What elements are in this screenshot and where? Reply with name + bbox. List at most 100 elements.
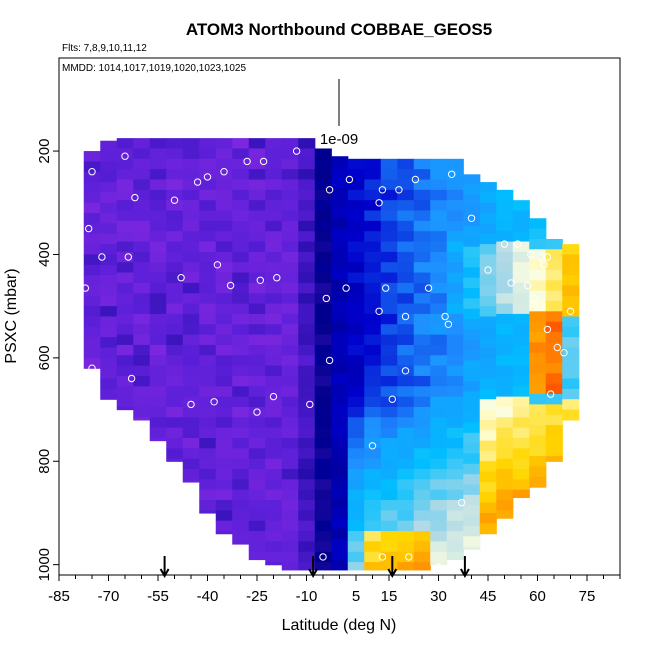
heatmap-cell [413,541,431,553]
heatmap-cell [496,251,514,263]
heatmap-cell [215,469,233,480]
heatmap-cell [83,244,101,256]
heatmap-cell [397,179,415,191]
heatmap-cell [199,396,217,408]
heatmap-cell [281,138,299,150]
heatmap-cell [331,218,349,230]
heatmap-cell [463,319,481,331]
heatmap-cell [446,406,464,418]
heatmap-cell [446,231,464,243]
heatmap-cell [314,169,332,181]
heatmap-cell [562,254,580,266]
heatmap-cell [380,293,398,305]
heatmap-cell [529,332,547,343]
heatmap-cell [331,207,349,219]
heatmap-cell [463,443,481,455]
heatmap-cell [298,334,316,346]
heatmap-cell [463,484,481,496]
heatmap-cell [281,551,299,563]
heatmap-cell [133,220,151,232]
heatmap-cell [199,313,217,325]
x-tick-label: 5 [352,588,360,605]
heatmap-cell [182,262,200,274]
heatmap-cell [133,200,151,212]
heatmap-cell [463,412,481,424]
heatmap-cell [479,492,497,504]
heatmap-cell [248,231,266,243]
heatmap-cell [116,138,134,150]
heatmap-cell [100,233,118,245]
heatmap-cell [364,200,382,212]
heatmap-cell [347,158,365,170]
heatmap-cell [248,138,266,150]
heatmap-cell [463,308,481,320]
heatmap-cell [562,347,580,359]
heatmap-cell [149,324,167,336]
heatmap-cell [166,293,184,305]
heatmap-cell [232,406,250,418]
heatmap-cell [314,303,332,315]
heatmap-cell [430,355,448,367]
heatmap-cell [166,438,184,449]
heatmap-cell [232,365,250,377]
heatmap-cell [281,520,299,532]
observation-point [213,261,222,269]
heatmap-cell [529,280,547,292]
heatmap-cell [100,202,118,214]
heatmap-cell [314,324,332,336]
heatmap-cell [199,303,217,315]
heatmap-cell [430,500,448,511]
heatmap-cell [562,388,580,400]
heatmap-cell [347,189,365,201]
heatmap-cell [496,417,514,429]
observation-point [81,284,90,292]
heatmap-cell [463,505,481,517]
heatmap-cell [545,280,563,292]
heatmap-cell [331,156,349,168]
heatmap-cell [298,406,316,418]
heatmap-cell [364,510,382,522]
heatmap-cell [298,179,316,191]
heatmap-cell [182,427,200,439]
heatmap-cell [413,489,431,501]
heatmap-cell [281,220,299,232]
heatmap-cell [446,241,464,253]
heatmap-cell [298,241,316,253]
heatmap-cell [281,324,299,336]
heatmap-cell [182,479,200,483]
observation-point [170,196,179,204]
heatmap-cell [215,396,233,408]
heatmap-cell [479,481,497,493]
heatmap-cell [413,303,431,315]
heatmap-cell [380,551,398,563]
heatmap-cell [149,344,167,356]
heatmap-cell [199,293,217,305]
heatmap-cell [364,220,382,232]
heatmap-cell [479,244,497,256]
heatmap-cell [545,249,563,261]
heatmap-cell [446,458,464,470]
heatmap-cell [182,148,200,160]
heatmap-cell [512,489,530,499]
heatmap-cell [545,321,563,333]
x-tick-label: 75 [579,588,596,605]
heatmap-cell [215,355,233,367]
heatmap-cell [182,251,200,263]
heatmap-cell [215,303,233,315]
observation-point [220,168,228,176]
heatmap-cell [331,404,349,416]
heatmap-cell [347,272,365,284]
heatmap-cell [347,355,365,367]
heatmap-cell [496,200,514,212]
heatmap-cell [496,210,514,222]
heatmap-cell [397,334,415,346]
x-tick-label: 60 [529,588,546,605]
heatmap-cell [281,231,299,243]
heatmap-cell [446,293,464,305]
heatmap-cell [397,375,415,387]
flight-arrows [159,556,470,579]
heatmap-cell [314,148,332,160]
heatmap-cell [116,200,134,212]
observation-point [292,147,301,155]
heatmap-cell [83,192,101,204]
